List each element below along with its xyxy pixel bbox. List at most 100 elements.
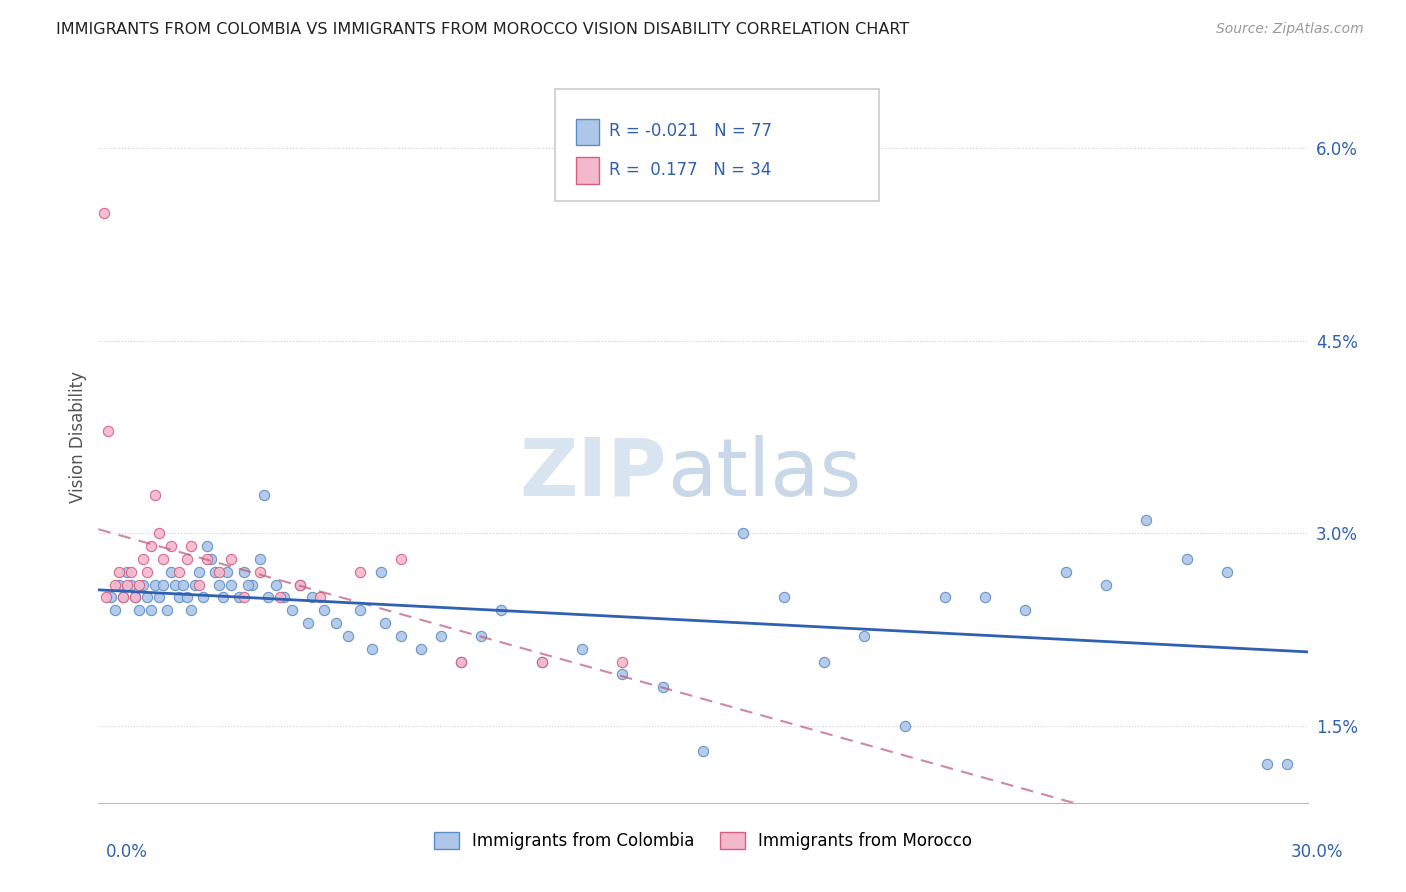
Point xyxy=(612,667,634,681)
Point xyxy=(450,655,472,669)
Point xyxy=(128,577,150,591)
Point xyxy=(571,641,593,656)
Point xyxy=(128,603,150,617)
Point xyxy=(143,488,166,502)
Point xyxy=(180,539,202,553)
Point xyxy=(309,591,332,605)
Text: 30.0%: 30.0% xyxy=(1291,843,1343,861)
Point xyxy=(96,591,118,605)
Point xyxy=(184,577,207,591)
Point xyxy=(232,565,254,579)
Point xyxy=(156,603,179,617)
Point xyxy=(152,552,174,566)
Point xyxy=(470,629,492,643)
Point xyxy=(160,565,183,579)
Point xyxy=(370,565,392,579)
Point xyxy=(1216,565,1239,579)
Point xyxy=(337,629,360,643)
Point xyxy=(813,655,835,669)
Text: atlas: atlas xyxy=(666,434,860,513)
Point xyxy=(349,603,371,617)
Point xyxy=(139,603,162,617)
Point xyxy=(349,565,371,579)
Point xyxy=(195,552,218,566)
Point xyxy=(974,591,997,605)
Point xyxy=(172,577,194,591)
Text: IMMIGRANTS FROM COLOMBIA VS IMMIGRANTS FROM MOROCCO VISION DISABILITY CORRELATIO: IMMIGRANTS FROM COLOMBIA VS IMMIGRANTS F… xyxy=(56,22,910,37)
Point xyxy=(200,552,222,566)
Point xyxy=(389,552,412,566)
Point xyxy=(232,591,254,605)
Point xyxy=(612,655,634,669)
Point xyxy=(217,565,239,579)
Point xyxy=(111,591,134,605)
Point xyxy=(491,603,513,617)
Point xyxy=(269,591,291,605)
Point xyxy=(93,205,115,219)
Point xyxy=(228,591,250,605)
Point xyxy=(772,591,794,605)
Text: ZIP: ZIP xyxy=(519,434,666,513)
Point xyxy=(188,577,211,591)
Point xyxy=(208,565,231,579)
Point xyxy=(361,641,384,656)
Point xyxy=(148,591,170,605)
Point xyxy=(167,565,190,579)
Point xyxy=(107,565,129,579)
Point xyxy=(1277,757,1299,772)
Point xyxy=(111,591,134,605)
Point xyxy=(1014,603,1036,617)
Point xyxy=(97,424,120,438)
Text: Source: ZipAtlas.com: Source: ZipAtlas.com xyxy=(1216,22,1364,37)
Point xyxy=(409,641,432,656)
Point xyxy=(430,629,453,643)
Point xyxy=(651,681,673,695)
Point xyxy=(193,591,215,605)
Point xyxy=(176,591,198,605)
Point xyxy=(288,577,311,591)
Point xyxy=(325,616,347,631)
Point xyxy=(389,629,412,643)
Point xyxy=(195,539,218,553)
Point xyxy=(301,591,323,605)
Point xyxy=(100,591,122,605)
Point xyxy=(103,603,125,617)
Point xyxy=(188,565,211,579)
Point xyxy=(135,565,157,579)
Point xyxy=(249,552,271,566)
Point xyxy=(733,526,755,541)
Point xyxy=(256,591,278,605)
Point xyxy=(273,591,295,605)
Point xyxy=(530,655,553,669)
Point xyxy=(124,591,146,605)
Point xyxy=(374,616,396,631)
Point xyxy=(1175,552,1198,566)
Point xyxy=(115,565,138,579)
Point xyxy=(530,655,553,669)
Point xyxy=(297,616,319,631)
Point xyxy=(249,565,271,579)
Point xyxy=(253,488,276,502)
Point xyxy=(221,577,243,591)
Point xyxy=(180,603,202,617)
Point xyxy=(120,577,142,591)
Point xyxy=(120,565,142,579)
Point xyxy=(314,603,336,617)
Point xyxy=(240,577,263,591)
Point xyxy=(236,577,259,591)
Point xyxy=(143,577,166,591)
Point xyxy=(450,655,472,669)
Point xyxy=(281,603,304,617)
Point xyxy=(853,629,876,643)
Point xyxy=(208,577,231,591)
Point xyxy=(167,591,190,605)
Point xyxy=(288,577,311,591)
Point xyxy=(212,591,235,605)
Point xyxy=(135,591,157,605)
Point xyxy=(934,591,956,605)
Y-axis label: Vision Disability: Vision Disability xyxy=(69,371,87,503)
Point xyxy=(107,577,129,591)
Point xyxy=(152,577,174,591)
Point xyxy=(163,577,186,591)
Point xyxy=(221,552,243,566)
